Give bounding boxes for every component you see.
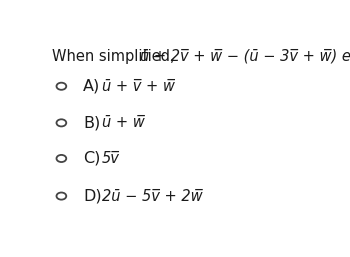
Text: D): D)	[83, 189, 102, 204]
Text: ū + 2v̅ + w̅ − (ū − 3v̅ + w̅) equals: ū + 2v̅ + w̅ − (ū − 3v̅ + w̅) equals	[140, 49, 350, 64]
Text: A): A)	[83, 79, 100, 94]
Text: When simplified,: When simplified,	[52, 49, 179, 64]
Text: ū + w̅: ū + w̅	[102, 115, 145, 130]
Text: C): C)	[83, 151, 100, 166]
Text: ū + v̅ + w̅: ū + v̅ + w̅	[102, 79, 175, 94]
Text: 2ū − 5v̅ + 2w̅: 2ū − 5v̅ + 2w̅	[102, 189, 203, 204]
Text: 5v̅: 5v̅	[102, 151, 120, 166]
Text: B): B)	[83, 115, 100, 130]
